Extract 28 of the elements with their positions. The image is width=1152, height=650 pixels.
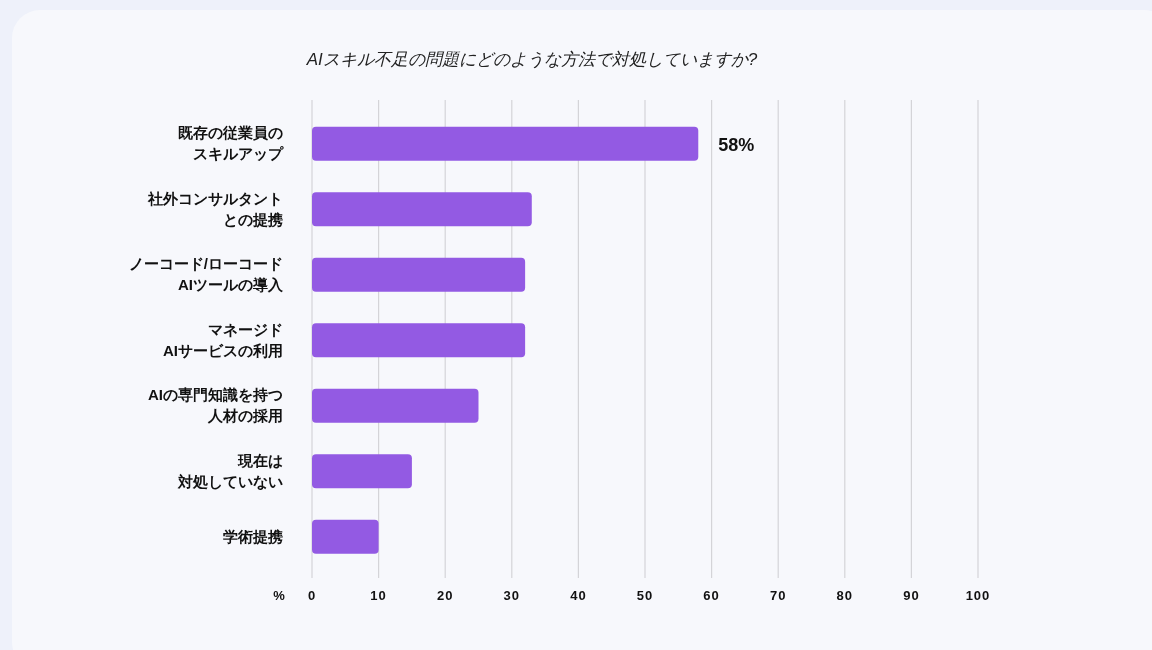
bar <box>312 323 526 358</box>
x-tick-label: 70 <box>769 588 787 603</box>
y-tick-label: AIの専門知識を持つ人材の採用 <box>148 386 283 425</box>
bar <box>312 192 532 227</box>
x-tick-label: 50 <box>636 588 654 603</box>
y-tick-label: 社外コンサルタントとの提携 <box>147 189 283 228</box>
x-tick-label: 40 <box>570 588 587 603</box>
x-tick-label: 100 <box>965 588 991 603</box>
y-tick-label: ノーコード/ローコードAIツールの導入 <box>128 255 284 294</box>
x-tick-label: 30 <box>503 588 521 603</box>
y-tick-label: マネージドAIサービスの利用 <box>163 320 283 359</box>
chart-title: AIスキル不足の問題にどのような方法で対処していますか? <box>305 50 758 69</box>
bar <box>312 388 479 423</box>
y-tick-label: 既存の従業員のスキルアップ <box>178 124 284 163</box>
x-tick-label: 10 <box>370 588 387 603</box>
bar <box>312 519 379 554</box>
x-axis-title: % <box>273 588 286 603</box>
x-tick-label: 90 <box>903 588 920 603</box>
bar <box>312 126 699 161</box>
y-tick-label: 現在は対処していない <box>177 451 283 490</box>
bar <box>312 257 526 292</box>
x-tick-label: 80 <box>836 588 854 603</box>
x-tick-label: 60 <box>703 588 720 603</box>
bar <box>312 454 412 489</box>
data-label: 58% <box>718 134 755 155</box>
x-tick-label: 0 <box>307 588 317 603</box>
x-tick-label: 20 <box>436 588 454 603</box>
y-tick-label: 学術提携 <box>223 527 283 545</box>
